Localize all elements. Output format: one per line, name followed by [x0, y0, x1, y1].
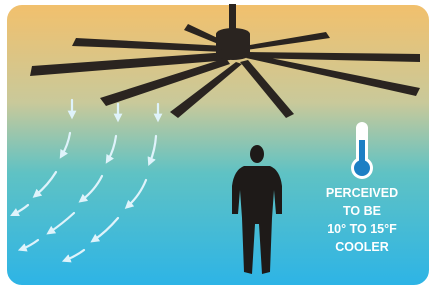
caption-line: 10° TO 15°F	[327, 222, 397, 236]
fan-rod	[229, 4, 236, 32]
caption-line: PERCEIVED	[326, 186, 398, 200]
thermometer-bulb	[354, 160, 370, 176]
illustration: PERCEIVED TO BE 10° TO 15°F COOLER	[0, 0, 436, 291]
caption-line: TO BE	[343, 204, 381, 218]
head	[250, 145, 264, 163]
fan-hub-bottom	[216, 48, 250, 60]
caption-line: COOLER	[335, 240, 388, 254]
page: PERCEIVED TO BE 10° TO 15°F COOLER (() =…	[0, 0, 436, 291]
